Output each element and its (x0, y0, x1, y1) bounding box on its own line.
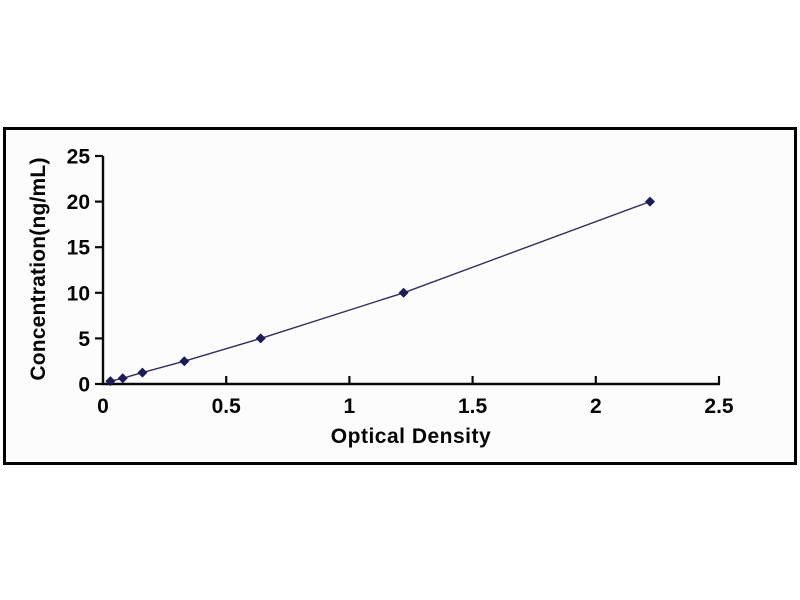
data-point-marker (105, 376, 116, 387)
figure-border (3, 127, 797, 465)
y-tick-label: 5 (78, 328, 90, 351)
data-point-marker (645, 196, 656, 207)
data-point-marker (179, 356, 190, 367)
x-tick-label: 2 (590, 395, 602, 418)
y-tick-label: 25 (67, 146, 91, 169)
y-axis-title: Concentration(ng/mL) (27, 157, 50, 381)
y-tick-label: 15 (67, 237, 91, 260)
x-tick-label: 0.5 (212, 395, 242, 418)
y-tick-label: 20 (67, 191, 90, 214)
x-tick-label: 2.5 (704, 395, 734, 418)
data-point-marker (117, 373, 128, 384)
data-point-marker (137, 367, 148, 378)
x-tick-label: 1.5 (458, 395, 488, 418)
x-axis-title: Optical Density (330, 425, 492, 448)
y-tick-label: 10 (67, 282, 90, 305)
data-point-marker (255, 333, 266, 344)
data-point-marker (398, 287, 409, 298)
x-tick-label: 1 (344, 395, 356, 418)
x-tick-label: 0 (97, 395, 109, 418)
y-tick-label: 0 (78, 374, 90, 397)
